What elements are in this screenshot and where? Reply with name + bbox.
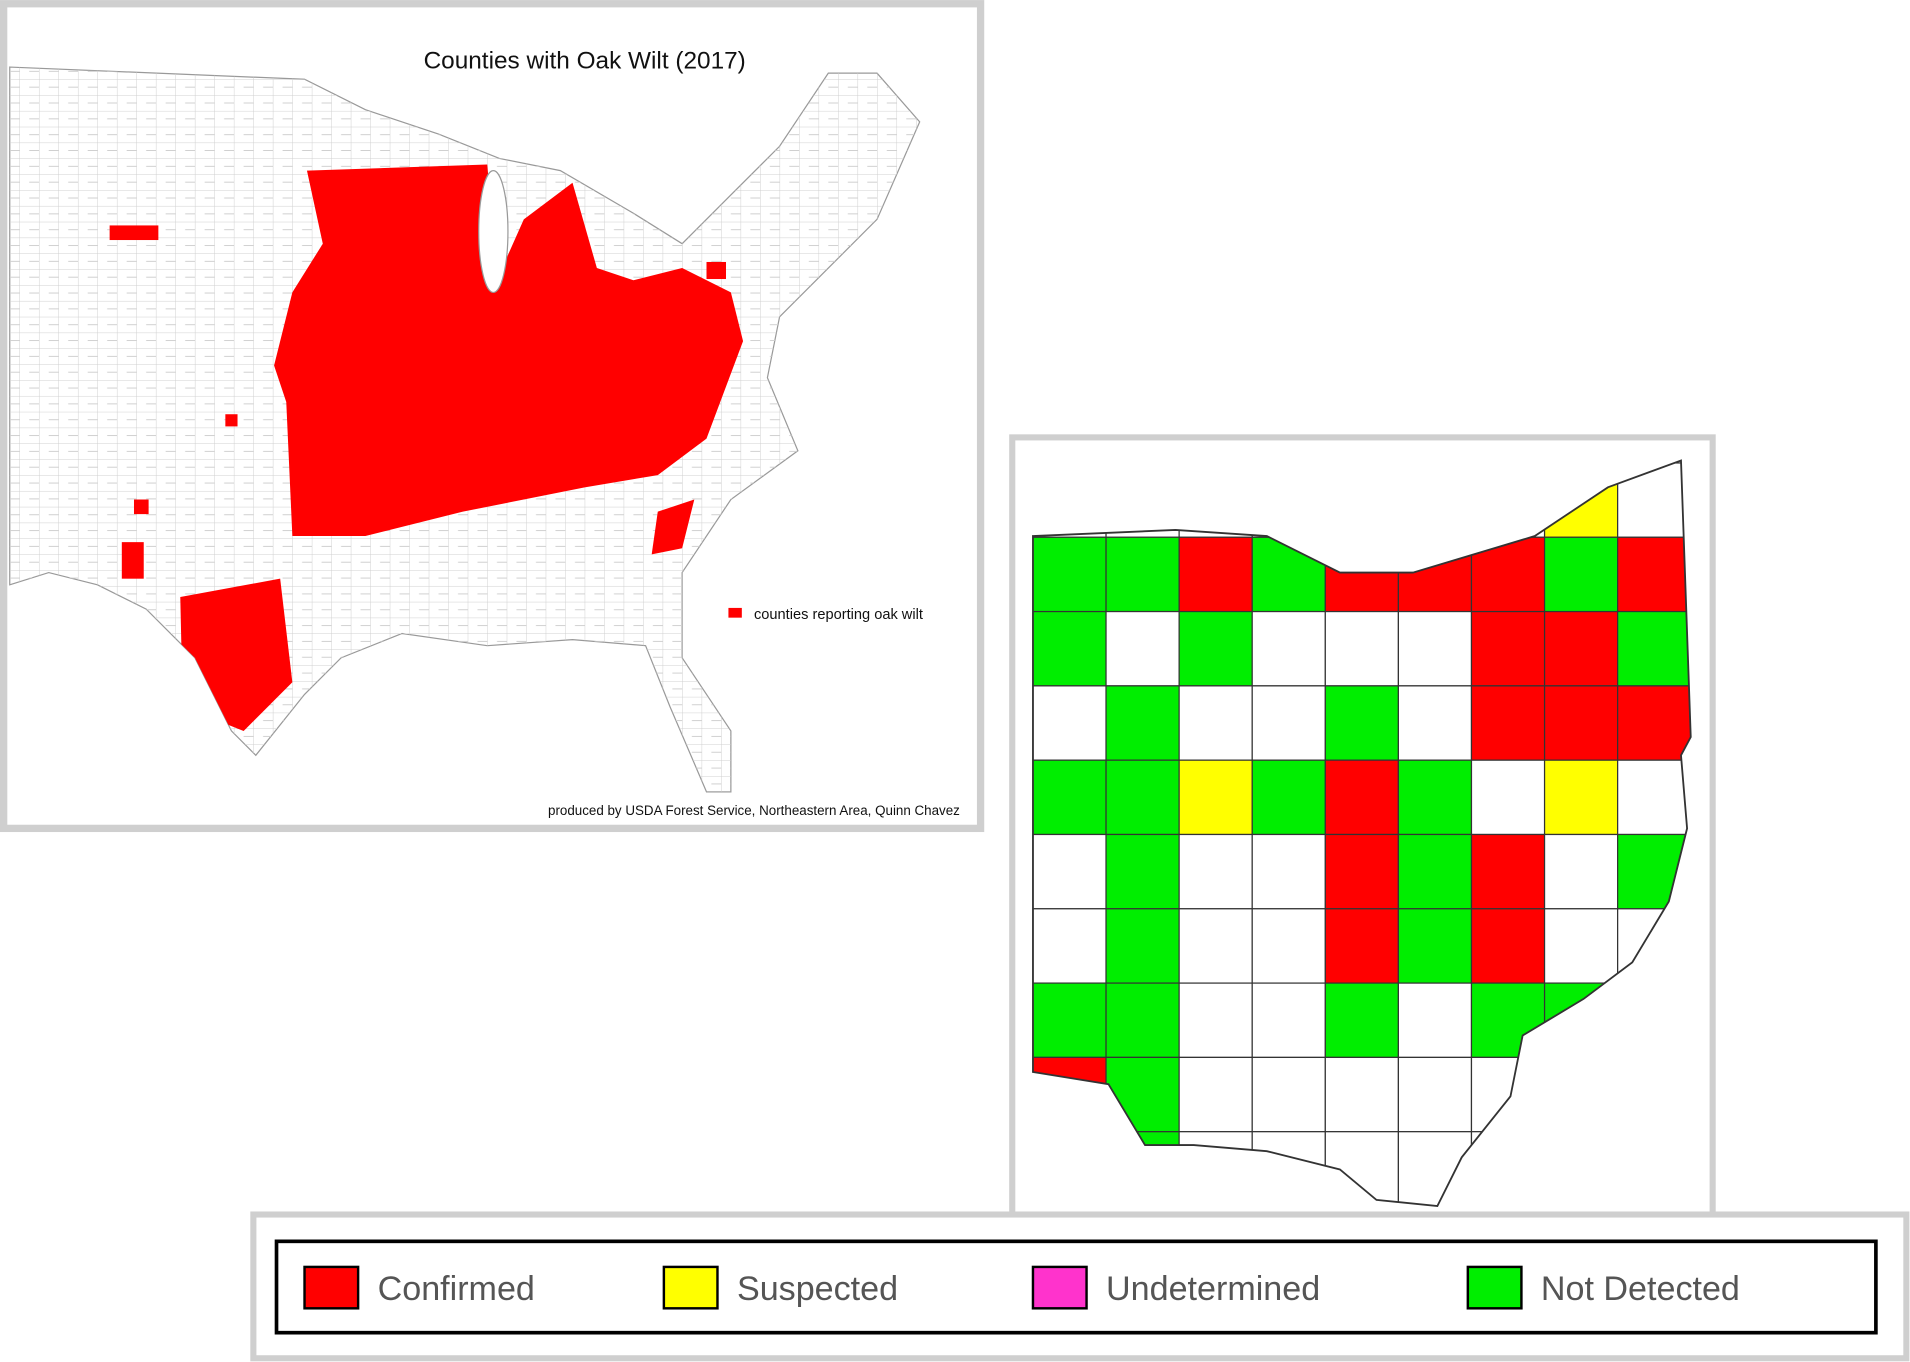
county <box>1470 833 1546 910</box>
county <box>1324 610 1400 687</box>
county <box>1032 982 1107 1059</box>
county <box>1543 908 1619 984</box>
county <box>1397 610 1473 687</box>
county <box>1543 536 1619 613</box>
county <box>1105 908 1180 984</box>
legend-label: Not Detected <box>1541 1270 1740 1308</box>
county <box>1105 685 1180 761</box>
county <box>1178 908 1253 984</box>
county <box>1470 759 1546 836</box>
county <box>1251 908 1326 984</box>
county <box>1178 685 1253 761</box>
county <box>1324 759 1400 836</box>
us-legend-label: counties reporting oak wilt <box>754 607 923 623</box>
county <box>1324 685 1400 761</box>
county <box>1251 1056 1326 1133</box>
county <box>1324 908 1400 984</box>
county <box>1470 908 1546 984</box>
county <box>1178 610 1253 687</box>
county <box>1397 908 1473 984</box>
county <box>1251 685 1326 761</box>
county <box>1397 833 1473 910</box>
county <box>1543 610 1619 687</box>
county <box>1397 685 1473 761</box>
county <box>1324 833 1400 910</box>
county <box>1251 610 1326 687</box>
county <box>1324 982 1400 1059</box>
county <box>1032 759 1107 836</box>
county <box>1251 833 1326 910</box>
county <box>1251 982 1326 1059</box>
us-legend-swatch <box>728 607 742 618</box>
county <box>1032 610 1107 687</box>
county <box>1617 536 1691 613</box>
county <box>1105 610 1180 687</box>
county <box>1617 685 1691 761</box>
county <box>1178 833 1253 910</box>
county <box>1178 1056 1253 1133</box>
county <box>1397 759 1473 836</box>
county <box>1105 536 1180 613</box>
legend-swatch <box>1466 1265 1523 1310</box>
legend: Confirmed Suspected Undetermined Not Detect… <box>303 1265 1740 1310</box>
county <box>1032 908 1107 984</box>
legend-swatch <box>1031 1265 1088 1310</box>
county <box>1324 1056 1400 1133</box>
county <box>1617 759 1691 836</box>
legend-swatch <box>662 1265 719 1310</box>
county <box>1470 685 1546 761</box>
county <box>1032 833 1107 910</box>
us-map-credit: produced by USDA Forest Service, Northea… <box>548 803 960 818</box>
county <box>1105 982 1180 1059</box>
county <box>1251 759 1326 836</box>
county <box>1543 759 1619 836</box>
legend-label: Suspected <box>737 1270 898 1308</box>
county <box>1470 610 1546 687</box>
county <box>1178 536 1253 613</box>
legend-label: Undetermined <box>1106 1270 1320 1308</box>
county <box>1397 982 1473 1059</box>
county <box>1105 759 1180 836</box>
county <box>1178 759 1253 836</box>
legend-swatch <box>303 1265 360 1310</box>
county <box>1543 685 1619 761</box>
county <box>1543 833 1619 910</box>
county <box>1617 610 1691 687</box>
ohio-outline <box>1032 459 1692 1207</box>
county <box>1397 1056 1473 1133</box>
county <box>1105 833 1180 910</box>
county <box>1032 685 1107 761</box>
ohio-map <box>1032 462 1691 1207</box>
legend-label: Confirmed <box>378 1270 535 1308</box>
us-map-title: Counties with Oak Wilt (2017) <box>424 47 746 74</box>
county <box>1178 982 1253 1059</box>
county <box>1032 536 1107 613</box>
